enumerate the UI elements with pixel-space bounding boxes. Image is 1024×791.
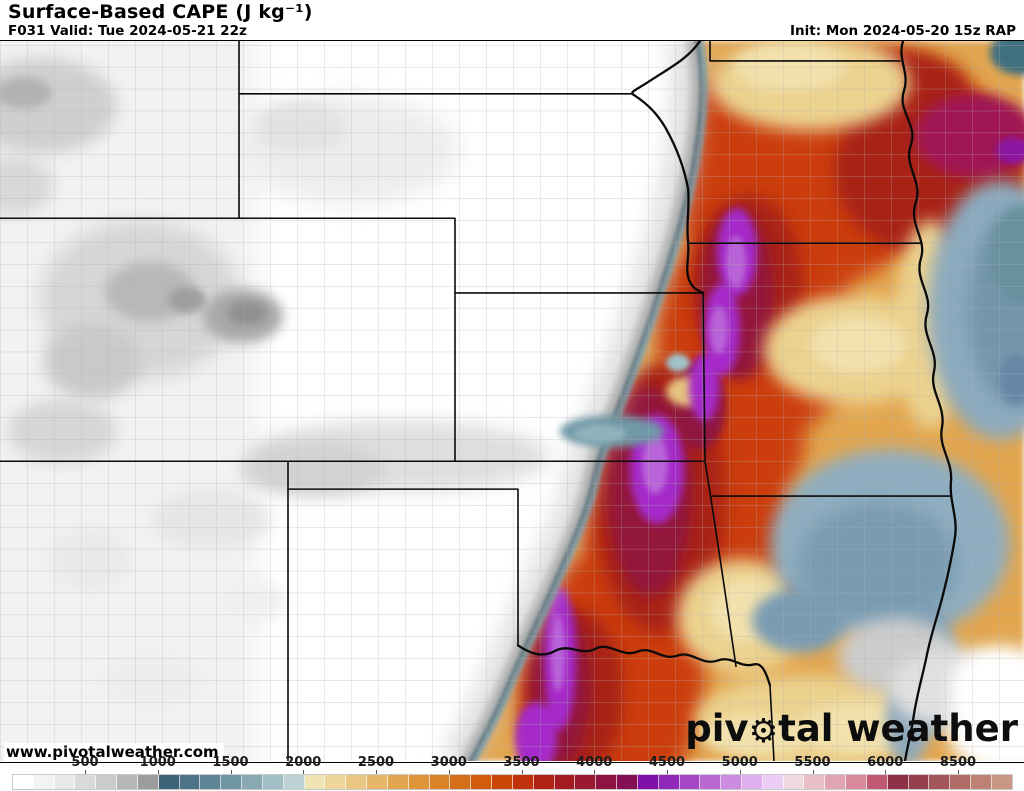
colorbar-tick-label: 1000 [139, 755, 176, 770]
colorbar-tick-labels: 500 1000 1500 2000 2500 3000 3500 4000 4500 5000 5… [0, 755, 1024, 772]
colorbar-segment [575, 775, 597, 789]
colorbar-tick-label: 500 [71, 755, 99, 770]
colorbar-tick-mark [594, 770, 596, 774]
colorbar-segment [54, 775, 76, 789]
cape-map [0, 40, 1024, 763]
colorbar-segment [971, 775, 992, 789]
colorbar-tick-label: 3500 [503, 755, 540, 770]
colorbar-segment [471, 775, 493, 789]
colorbar-segment [408, 775, 430, 789]
page-title: Surface-Based CAPE (J kg⁻¹) [8, 1, 313, 23]
colorbar-tick-mark [885, 770, 887, 774]
colorbar-tick-label: 8500 [939, 755, 977, 770]
colorbar-segment [762, 775, 784, 789]
colorbar-segment [346, 775, 368, 789]
colorbar-tick-mark [85, 770, 86, 774]
colorbar-segment [96, 775, 118, 789]
colorbar-tick-label: 3000 [430, 755, 467, 770]
colorbar-segment [804, 775, 826, 789]
colorbar-segment [367, 775, 388, 789]
colorbar-tick-label: 1500 [212, 755, 249, 770]
colorbar-segment [304, 775, 326, 789]
colorbar-segment [200, 775, 222, 789]
colorbar-segment [658, 775, 680, 789]
colorbar-tick-mark [376, 770, 377, 774]
colorbar-segment [158, 775, 180, 789]
colorbar-segment [866, 775, 888, 789]
colorbar-segment [325, 775, 347, 789]
logo-text-piv: piv [685, 707, 749, 750]
cape-map-svg [0, 41, 1024, 761]
colorbar-tick-label: 4000 [576, 755, 613, 770]
colorbar-tick-label: 5000 [721, 755, 758, 770]
colorbar-tick-label: 2500 [357, 755, 395, 770]
colorbar-segment [929, 775, 951, 789]
colorbar-segment [262, 775, 284, 789]
colorbar-tick-mark [448, 770, 450, 774]
colorbar-segment [492, 775, 513, 789]
colorbar-segment [117, 775, 138, 789]
colorbar-segment [221, 775, 243, 789]
colorbar-segment [741, 775, 763, 789]
colorbar-segment [887, 775, 909, 789]
colorbar-tick-label: 6000 [867, 755, 904, 770]
colorbar-tick-mark [958, 770, 959, 774]
colorbar-segment [991, 775, 1012, 789]
colorbar-segment [137, 775, 159, 789]
colorbar-tick-label: 5500 [794, 755, 831, 770]
colorbar-segment [596, 775, 618, 789]
colorbar-segment [679, 775, 701, 789]
colorbar-tick-label: 2000 [285, 755, 322, 770]
colorbar-segment [512, 775, 534, 789]
map-header: Surface-Based CAPE (J kg⁻¹) F031 Valid: … [0, 0, 1024, 40]
colorbar-segment [450, 775, 472, 789]
colorbar-segment [637, 775, 659, 789]
colorbar-tick-mark [812, 770, 814, 774]
colorbar-segment [700, 775, 722, 789]
colorbar-tick-mark [739, 770, 741, 774]
colorbar-segment [783, 775, 805, 789]
state-borders [0, 41, 951, 761]
colorbar-segment [283, 775, 305, 789]
colorbar-segment [825, 775, 847, 789]
colorbar-segment [33, 775, 55, 789]
colorbar-segment [533, 775, 555, 789]
valid-time-text: F031 Valid: Tue 2024-05-21 22z [8, 23, 247, 39]
colorbar [12, 774, 1013, 790]
watermark-url: www.pivotalweather.com [4, 743, 224, 762]
colorbar-tick-mark [157, 770, 159, 774]
colorbar-segment [75, 775, 97, 789]
colorbar-segment [846, 775, 867, 789]
colorbar-tick-mark [230, 770, 232, 774]
colorbar-segment [950, 775, 972, 789]
colorbar-tick-mark [667, 770, 668, 774]
county-lines [0, 41, 1024, 761]
colorbar-segment [617, 775, 638, 789]
logo-text-tal-weather: tal weather [778, 707, 1018, 750]
colorbar-segment [554, 775, 576, 789]
colorbar-segment [13, 775, 34, 789]
colorbar-segment [387, 775, 409, 789]
gear-icon: ⚙ [748, 711, 779, 750]
colorbar-segment [179, 775, 201, 789]
pivotal-weather-logo: piv⚙tal weather [685, 710, 1018, 747]
colorbar-segment [429, 775, 451, 789]
colorbar-segment [721, 775, 742, 789]
river-borders [516, 41, 957, 761]
colorbar-segment [242, 775, 263, 789]
colorbar-segment [908, 775, 930, 789]
colorbar-tick-mark [303, 770, 305, 774]
init-time-text: Init: Mon 2024-05-20 15z RAP [790, 23, 1016, 39]
colorbar-tick-mark [521, 770, 523, 774]
colorbar-tick-label: 4500 [648, 755, 686, 770]
